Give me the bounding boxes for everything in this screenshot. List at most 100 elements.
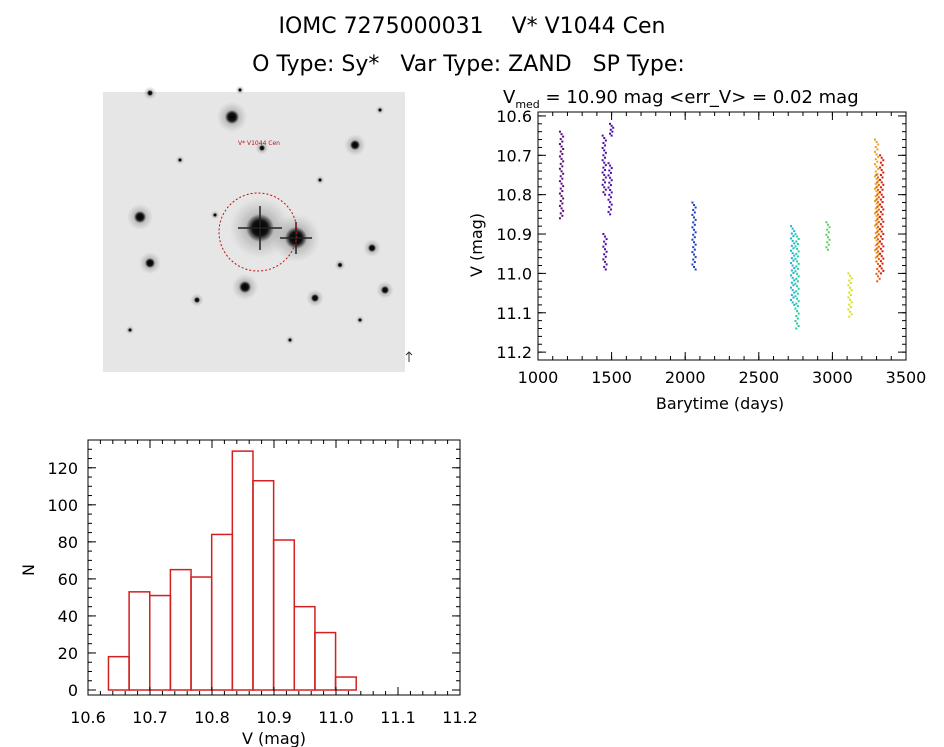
lc-data-point [877,208,880,211]
lc-data-point [795,240,798,243]
star [381,286,389,294]
lc-data-point [693,236,696,239]
lc-data-point [562,148,565,151]
lc-data-point [603,173,606,176]
lc-data-point [795,315,798,318]
lc-data-point [693,211,696,214]
lc-title: Vmed = 10.90 mag <err_V> = 0.02 mag [503,87,859,111]
lc-data-point [880,267,883,270]
hist-xtick-label: 10.6 [70,708,106,727]
lc-data-point [879,186,882,189]
lc-data-point [559,150,562,153]
lc-data-point [849,274,852,277]
star [318,178,322,182]
lc-data-point [691,263,694,266]
lc-data-point [875,227,878,230]
lc-data-point [608,181,611,184]
lc-data-point [796,272,799,275]
lc-data-point [877,262,880,265]
lc-data-point [879,223,882,226]
lc-data-point [611,130,614,133]
lc-data-point [877,220,880,223]
lc-ytick-label: 10.8 [496,186,532,205]
lc-data-point [793,266,796,269]
lc-data-point [691,251,694,254]
lc-data-point [604,139,607,142]
lc-data-point [694,231,697,234]
lc-ylabel: V (mag) [467,213,486,277]
lc-data-point [604,268,607,271]
lc-data-point [847,308,850,311]
lc-data-point [609,213,612,216]
hist-xtick-label: 10.8 [194,708,230,727]
lc-data-point [875,235,878,238]
hist-bar [190,576,213,691]
lc-data-point [791,227,794,230]
lc-data-point [881,262,884,265]
lc-data-point [609,184,612,187]
lc-data-point [601,134,604,137]
hist-bar [272,539,296,691]
lc-data-point [608,193,611,196]
lc-data-point [610,167,613,170]
lc-data-point [876,193,879,196]
star [350,140,360,150]
star [225,110,239,124]
lc-data-point [880,193,883,196]
lc-data-point [882,171,885,174]
lc-data-point [876,234,879,237]
lc-data-point [796,317,799,320]
hist-ytick-label: 0 [68,681,78,700]
lc-data-point [791,301,794,304]
lc-data-point [877,213,880,216]
lc-data-point [876,197,879,200]
lc-data-point [880,205,883,208]
lc-data-point [790,286,793,289]
hist-xlabel: V (mag) [242,729,306,747]
lc-data-point [694,206,697,209]
lc-data-point [559,199,562,202]
lc-data-point [790,281,793,284]
lc-data-point [607,210,610,213]
lc-data-point [873,175,876,178]
lc-data-point [601,146,604,149]
header-title-line2: O Type: Sy* Var Type: ZAND SP Type: [252,52,692,77]
hist-bar [293,605,316,691]
lc-data-point [796,310,799,313]
lc-data-point [881,201,884,204]
lc-data-point [875,190,878,193]
lc-data-point [879,203,882,206]
lc-data-point [561,190,564,193]
lc-data-point [560,157,563,160]
lc-data-point [847,272,850,275]
lc-ytick-label: 11.0 [496,264,532,283]
lc-data-point [873,187,876,190]
lc-data-point [791,289,794,292]
lc-xtick-label: 1000 [518,368,559,387]
lc-data-point [610,191,613,194]
lc-data-point [562,135,565,138]
lc-data-point [559,162,562,165]
lc-data-point [828,226,831,229]
lc-ytick-label: 11.1 [496,304,532,323]
lc-data-point [561,177,564,180]
lc-data-point [603,265,606,268]
lc-data-point [877,201,880,204]
lc-data-point [604,188,607,191]
lc-data-point [873,249,876,252]
lc-data-point [604,169,607,172]
lc-data-point [881,188,884,191]
lc-data-point [876,206,879,209]
lc-xlabel: Barytime (days) [656,394,784,413]
lc-data-point [877,188,880,191]
lc-data-point [693,248,696,251]
lc-data-point [602,142,605,144]
lc-data-point [879,178,882,181]
lc-data-point [827,231,830,234]
lc-data-point [794,320,797,323]
hist-ytick-label: 60 [58,570,78,589]
star [239,281,251,293]
target-circle [218,192,298,272]
lc-data-point [558,204,561,207]
lc-xtick-label: 2000 [665,368,706,387]
